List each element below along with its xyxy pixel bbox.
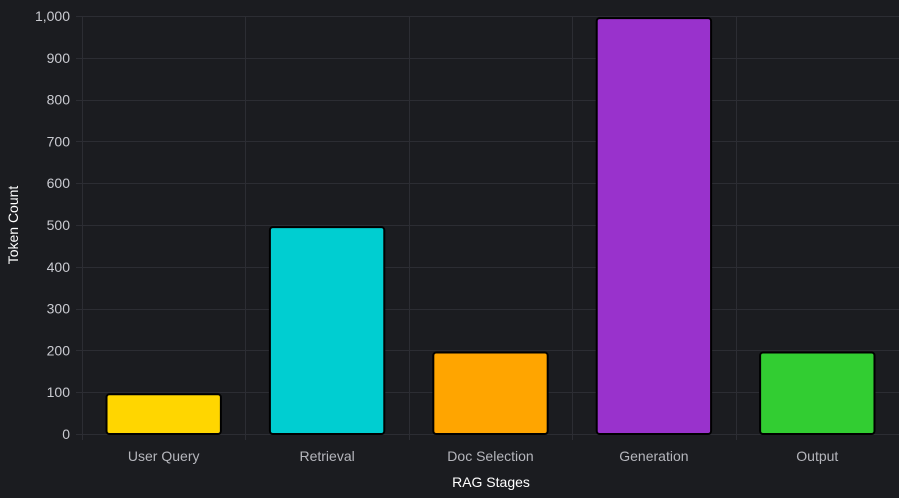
x-tick-label: Output [796,448,838,464]
bar-generation [595,17,713,436]
x-axis-ticks: User Query Retrieval Doc Selection Generati… [128,448,839,464]
y-tick-label: 1,000 [35,8,70,24]
x-tick-label: Generation [619,448,688,464]
y-tick-label: 100 [47,384,71,400]
bar-user-query [105,393,222,436]
y-tick-label: 200 [47,342,71,358]
grid-lines [76,16,899,440]
y-axis-title: Token Count [5,186,21,265]
y-tick-label: 0 [62,426,70,442]
bar-doc-selection [432,351,549,435]
y-tick-label: 600 [47,175,71,191]
y-tick-label: 500 [47,217,71,233]
y-tick-label: 700 [47,133,71,149]
x-tick-label: User Query [128,448,200,464]
y-tick-label: 900 [47,50,71,66]
y-axis-ticks: 0 100 200 300 400 500 600 700 800 900 1,000 [35,8,70,442]
y-tick-label: 800 [47,92,71,108]
bar-output [759,351,876,435]
y-tick-label: 400 [47,259,71,275]
x-axis-title: RAG Stages [452,474,530,490]
x-tick-label: Retrieval [299,448,354,464]
x-tick-label: Doc Selection [447,448,533,464]
y-tick-label: 300 [47,301,71,317]
bar-retrieval [268,226,386,435]
bars [105,17,876,436]
